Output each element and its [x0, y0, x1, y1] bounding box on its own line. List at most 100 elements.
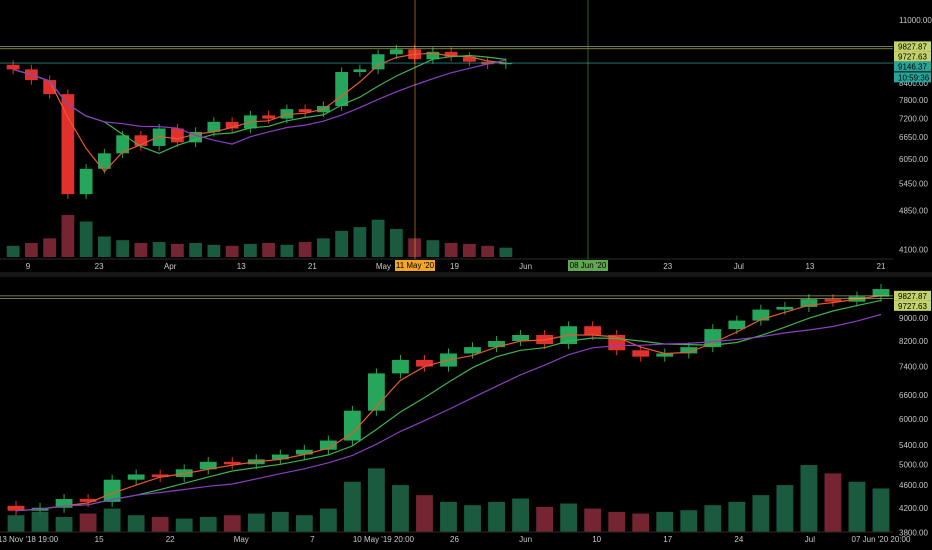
candle-body	[127, 474, 145, 480]
volume-bar	[728, 501, 746, 532]
y-tick-label: 7800.00	[899, 96, 928, 105]
candle-body	[7, 505, 25, 511]
y-tick-label: 8200.00	[899, 337, 928, 346]
price-tag-label: 9727.63	[898, 302, 927, 311]
candle-body	[79, 168, 93, 195]
candle-body	[824, 299, 842, 302]
y-tick-label: 6650.00	[899, 133, 928, 142]
x-tick-label: 26	[450, 535, 459, 544]
volume-bar	[389, 229, 403, 257]
panel-divider	[0, 272, 932, 277]
x-tick-label: 21	[877, 262, 886, 271]
volume-bar	[189, 243, 203, 257]
candle-body	[199, 461, 217, 470]
volume-bar	[560, 503, 578, 532]
volume-bar	[262, 243, 276, 257]
x-tick-label: 23	[95, 262, 104, 271]
y-tick-label: 6000.00	[899, 415, 928, 424]
candle-body	[225, 121, 239, 129]
price-axis-area	[893, 277, 932, 536]
volume-bar	[199, 516, 217, 532]
x-tick-label: Jun	[519, 535, 532, 544]
x-tick-label: 10	[592, 535, 601, 544]
price-tag-label: 10:59:36	[898, 73, 930, 82]
x-tick-label: 23	[663, 262, 672, 271]
volume-bar	[488, 501, 505, 532]
y-tick-label: 6050.00	[899, 155, 928, 164]
candle-body	[6, 64, 20, 70]
candle-body	[61, 94, 75, 195]
x-tick-label: 24	[734, 535, 743, 544]
volume-bar	[353, 227, 367, 257]
volume-bar	[134, 243, 148, 257]
candle-body	[151, 474, 169, 478]
volume-bar	[656, 511, 674, 532]
volume-bar	[632, 513, 650, 532]
candle-body	[97, 153, 111, 169]
y-tick-label: 7200.00	[899, 115, 928, 124]
volume-bar	[207, 244, 221, 257]
x-tick-label: 22	[166, 535, 175, 544]
volume-bar	[426, 240, 440, 257]
volume-bar	[440, 501, 457, 532]
volume-bar	[848, 481, 866, 532]
price-tag	[894, 300, 931, 311]
time-tag-label: 11 May '20	[396, 261, 435, 270]
candle-body	[464, 347, 481, 354]
x-tick-label: 19	[450, 262, 459, 271]
price-tag-label: 9146.37	[898, 62, 927, 71]
volume-bar	[116, 240, 130, 257]
volume-bar	[280, 244, 294, 257]
volume-bar	[55, 516, 73, 532]
y-tick-label: 11000.00	[899, 16, 932, 25]
volume-bar	[175, 518, 193, 532]
volume-bar	[319, 508, 337, 532]
x-tick-label: May	[376, 262, 391, 271]
time-tag	[568, 260, 608, 271]
candle-body	[353, 69, 367, 73]
volume-bar	[680, 510, 698, 532]
volume-bar	[316, 238, 330, 257]
candle-body	[295, 449, 313, 455]
price-tag	[894, 41, 931, 52]
price-tag-label: 9727.63	[898, 52, 927, 61]
volume-bar	[444, 243, 458, 257]
candle-body	[426, 51, 440, 60]
candle-body	[298, 109, 312, 113]
volume-bar	[752, 495, 770, 532]
volume-bar	[79, 221, 93, 257]
x-tick-label: 07 Jun '20 20:00	[852, 535, 911, 544]
candle-body	[584, 326, 602, 335]
moving-average-line	[12, 54, 506, 154]
volume-bar	[776, 485, 794, 532]
x-tick-label: 13	[237, 262, 246, 271]
candle-body	[389, 49, 403, 55]
volume-bar	[499, 247, 513, 257]
x-tick-label: Jun	[519, 262, 532, 271]
volume-bar	[127, 515, 145, 532]
volume-bar	[151, 516, 169, 532]
candle-body	[271, 454, 289, 460]
time-tag-label: 08 Jun '20	[570, 261, 607, 270]
candle-body	[134, 135, 148, 146]
price-tag	[894, 290, 931, 301]
candle-body	[116, 135, 130, 154]
volume-bar	[872, 488, 890, 532]
x-tick-label: Jul	[805, 535, 815, 544]
candle-body	[223, 461, 241, 465]
volume-bar	[170, 243, 184, 257]
candle-body	[416, 359, 433, 367]
volume-bar	[608, 511, 626, 532]
x-tick-label: 10 May '19 20:00	[353, 535, 415, 544]
volume-bar	[7, 515, 25, 532]
volume-bar	[371, 219, 385, 257]
volume-bar	[79, 513, 97, 532]
price-tag	[894, 61, 931, 72]
volume-bar	[97, 236, 111, 257]
volume-bar	[481, 245, 495, 257]
volume-bar	[462, 243, 476, 257]
y-tick-label: 4600.00	[899, 481, 928, 490]
